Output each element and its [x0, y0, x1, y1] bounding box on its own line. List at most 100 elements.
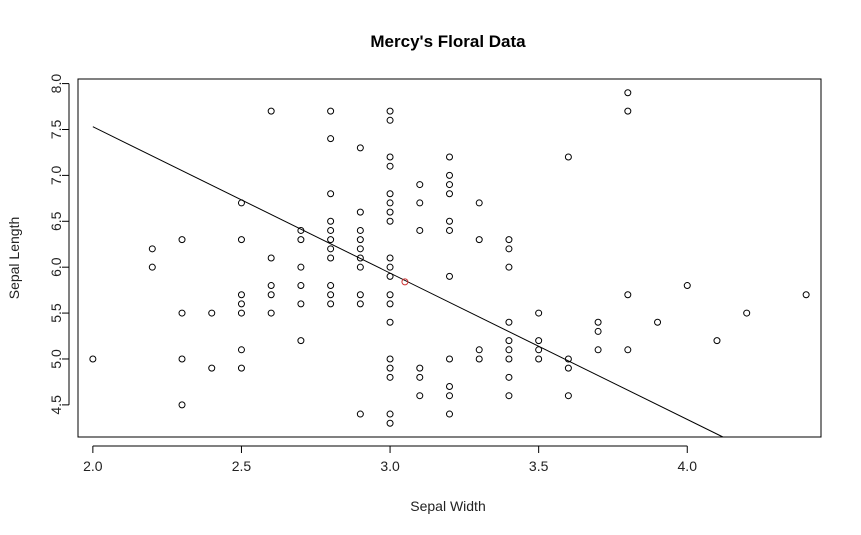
data-point	[356, 144, 364, 152]
y-tick-label: 6.0	[48, 257, 64, 277]
data-point	[624, 107, 632, 115]
data-point	[475, 236, 483, 244]
data-point	[416, 364, 424, 372]
plot-area-border	[77, 78, 822, 438]
y-tick-label: 5.5	[48, 303, 64, 323]
data-point	[564, 355, 572, 363]
data-point	[386, 355, 394, 363]
data-point	[297, 300, 305, 308]
data-point	[356, 236, 364, 244]
data-point	[148, 245, 156, 253]
y-tick-label: 5.0	[48, 349, 64, 369]
data-point	[564, 153, 572, 161]
data-point	[356, 291, 364, 299]
data-point	[89, 355, 97, 363]
data-point	[327, 107, 335, 115]
data-point	[386, 263, 394, 271]
data-point	[535, 346, 543, 354]
data-point	[713, 337, 721, 345]
data-point	[148, 263, 156, 271]
data-point	[208, 309, 216, 317]
data-point	[327, 254, 335, 262]
data-point	[475, 355, 483, 363]
data-point	[505, 236, 513, 244]
data-point	[386, 199, 394, 207]
data-point	[446, 272, 453, 280]
data-point	[386, 300, 394, 308]
data-point	[297, 263, 305, 271]
y-tick-label: 7.5	[48, 120, 64, 140]
data-point	[237, 309, 245, 317]
x-tick-label: 2.0	[83, 458, 103, 474]
data-point	[386, 190, 394, 198]
data-point	[594, 346, 602, 354]
data-point	[178, 355, 186, 363]
data-point	[743, 309, 751, 317]
data-point	[416, 226, 424, 234]
data-point	[446, 410, 453, 418]
data-point	[237, 300, 245, 308]
data-point	[505, 392, 513, 400]
data-point	[535, 355, 543, 363]
mean-point	[401, 278, 409, 286]
data-point	[386, 153, 394, 161]
data-point	[327, 300, 335, 308]
points-group	[89, 89, 810, 427]
data-point	[386, 116, 394, 124]
data-point	[356, 410, 364, 418]
data-point	[237, 346, 245, 354]
data-point	[386, 410, 394, 418]
data-point	[446, 153, 453, 161]
y-axis: 4.5 5.0 5.5 6.0 6.5 7.0 7.5 8.0	[48, 74, 70, 415]
chart-title: Mercy's Floral Data	[370, 32, 526, 51]
data-point	[505, 373, 513, 381]
data-point	[505, 355, 513, 363]
data-point	[327, 217, 335, 225]
y-tick-label: 7.0	[48, 165, 64, 185]
data-point	[237, 364, 245, 372]
x-tick-label: 2.5	[232, 458, 252, 474]
y-tick-label: 4.5	[48, 395, 64, 415]
data-point	[446, 217, 453, 225]
y-tick-label: 8.0	[48, 74, 64, 94]
data-point	[505, 245, 513, 253]
data-point	[446, 226, 453, 234]
data-point	[446, 383, 453, 391]
data-point	[267, 254, 275, 262]
data-point	[178, 401, 186, 409]
data-point	[446, 181, 453, 189]
data-point	[505, 337, 513, 345]
data-point	[178, 236, 186, 244]
data-point	[416, 181, 424, 189]
data-point	[654, 318, 662, 326]
data-point	[297, 226, 305, 234]
data-point	[446, 392, 453, 400]
data-point	[356, 226, 364, 234]
data-point	[446, 355, 453, 363]
data-point	[267, 107, 275, 115]
data-point	[505, 263, 513, 271]
data-point	[327, 291, 335, 299]
data-point	[683, 282, 691, 290]
data-point	[535, 309, 543, 317]
x-tick-label: 4.0	[678, 458, 698, 474]
data-point	[327, 282, 335, 290]
data-point	[386, 162, 394, 170]
data-point	[356, 254, 364, 262]
data-point	[475, 346, 483, 354]
data-point	[297, 236, 305, 244]
data-point	[327, 135, 335, 143]
data-point	[416, 373, 424, 381]
data-point	[386, 291, 394, 299]
data-point	[416, 392, 424, 400]
x-tick-label: 3.5	[529, 458, 549, 474]
data-point	[594, 327, 602, 335]
data-point	[327, 245, 335, 253]
data-point	[505, 318, 513, 326]
data-point	[327, 190, 335, 198]
x-axis-label: Sepal Width	[410, 498, 485, 514]
data-point	[386, 364, 394, 372]
x-axis: 2.0 2.5 3.0 3.5 4.0	[83, 445, 698, 474]
data-point	[327, 236, 335, 244]
data-point	[237, 291, 245, 299]
